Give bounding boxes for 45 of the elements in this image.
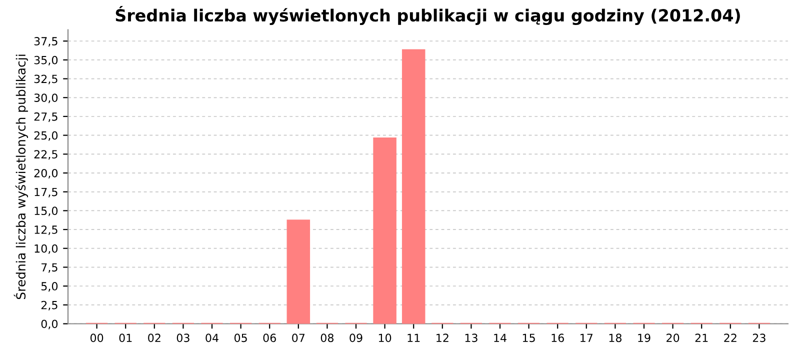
y-tick-label: 15,0 [34, 206, 58, 216]
y-tick-label: 10,0 [34, 244, 58, 254]
y-tick-label: 32,5 [34, 74, 58, 84]
y-tick-label: 17,5 [34, 188, 58, 198]
y-tick-label: 5,0 [41, 282, 58, 292]
y-tick-label: 37,5 [34, 37, 58, 47]
x-tick-label: 12 [436, 334, 448, 342]
y-tick-label: 2,5 [41, 300, 58, 310]
y-axis-title: Średnia liczba wyświetlonych publikacji [14, 54, 28, 300]
x-tick-label: 14 [494, 334, 506, 342]
y-tick-label: 35,0 [34, 56, 58, 66]
x-tick-label: 17 [580, 334, 593, 342]
x-tick-label: 09 [350, 334, 362, 342]
y-tick-label: 20,0 [34, 168, 58, 178]
x-tick-label: 13 [465, 334, 478, 342]
x-tick-label: 04 [206, 334, 218, 342]
x-tick-label: 15 [522, 334, 535, 342]
chart-title: Średnia liczba wyświetlonych publikacji w ciągu godziny (2012.04) [116, 6, 740, 26]
y-tick-label: 0,0 [41, 320, 58, 330]
bar [402, 49, 426, 324]
x-tick-label: 01 [119, 334, 132, 342]
x-tick-label: 19 [638, 334, 650, 342]
x-tick-label: 00 [90, 334, 104, 342]
bar [373, 137, 396, 324]
y-tick-label: 7,5 [42, 263, 58, 273]
x-tick-label: 06 [263, 334, 276, 342]
x-tick-label: 10 [378, 334, 392, 342]
x-tick-label: 16 [552, 334, 564, 342]
x-tick-label: 08 [320, 334, 334, 342]
y-tick-label: 25,0 [34, 131, 58, 141]
y-tick-label: 12,5 [34, 225, 58, 236]
x-tick-label: 02 [148, 334, 160, 342]
x-tick-label: 03 [176, 334, 190, 342]
x-tick-label: 20 [666, 334, 680, 342]
x-tick-label: 18 [609, 334, 622, 342]
x-tick-label: 07 [292, 334, 305, 342]
x-tick-label: 11 [408, 334, 420, 342]
x-tick-label: 05 [234, 334, 247, 342]
bar [286, 220, 310, 324]
y-tick-label: 30,0 [34, 94, 58, 104]
x-tick-label: 23 [752, 334, 766, 342]
y-tick-label: 22,5 [34, 150, 58, 160]
x-tick-label: 21 [695, 334, 708, 342]
y-tick-label: 27,5 [34, 112, 58, 122]
x-tick-label: 22 [724, 334, 736, 342]
